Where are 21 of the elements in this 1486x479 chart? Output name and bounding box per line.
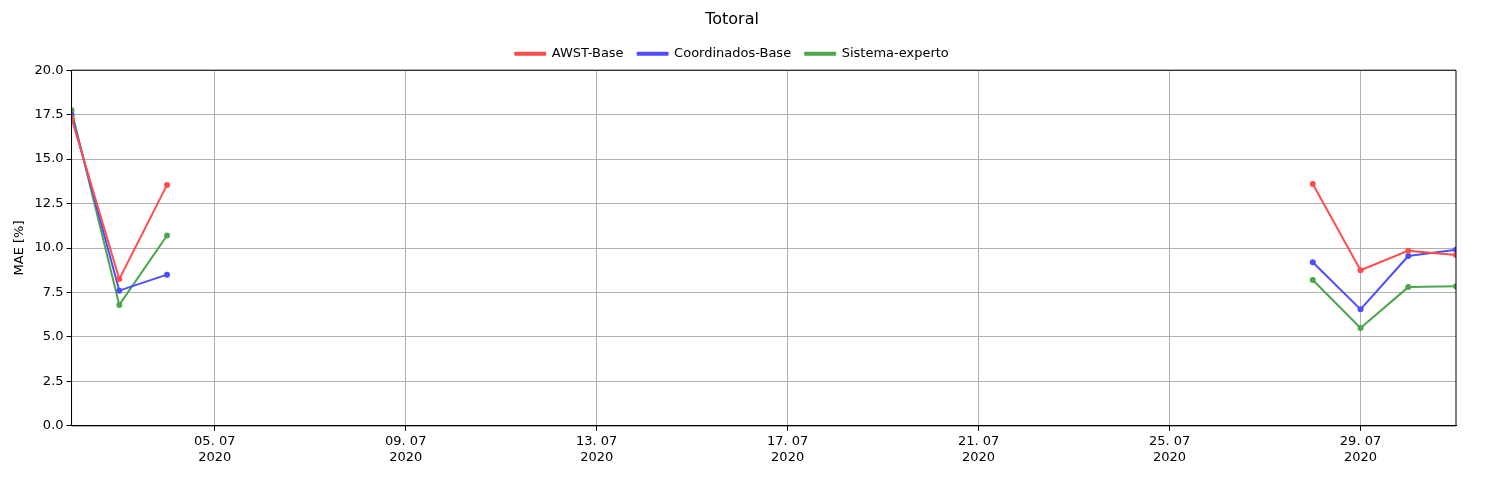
x-tick-label: 29. 07 2020 bbox=[1339, 432, 1382, 464]
y-tick-label: 5.0 bbox=[42, 328, 64, 344]
y-axis-title: MAE [%] bbox=[11, 220, 27, 276]
y-tick-label: 15.0 bbox=[34, 150, 64, 166]
legend-label: Sistema-experto bbox=[841, 45, 949, 61]
x-tick-label: 13. 07 2020 bbox=[576, 432, 618, 464]
x-tick-label: 05. 07 2020 bbox=[194, 432, 236, 464]
x-tick-label: 21. 07 2020 bbox=[957, 432, 1000, 464]
legend-label: Coordinados-Base bbox=[674, 45, 792, 61]
x-tick-label: 25. 07 2020 bbox=[1148, 432, 1191, 464]
legend-label: AWST-Base bbox=[551, 45, 624, 61]
y-tick-label: 12.5 bbox=[34, 194, 64, 210]
y-tick-label: 2.5 bbox=[42, 372, 64, 388]
y-tick-label: 10.0 bbox=[34, 239, 64, 255]
y-tick-label: 17.5 bbox=[34, 106, 64, 122]
y-tick-label: 7.5 bbox=[42, 283, 64, 299]
x-tick-label: 09. 07 2020 bbox=[385, 432, 427, 464]
y-tick-label: 20.0 bbox=[34, 61, 64, 77]
x-tick-label: 17. 07 2020 bbox=[766, 432, 809, 464]
y-tick-label: 0.0 bbox=[42, 417, 64, 433]
chart-title: Totoral bbox=[704, 8, 759, 28]
